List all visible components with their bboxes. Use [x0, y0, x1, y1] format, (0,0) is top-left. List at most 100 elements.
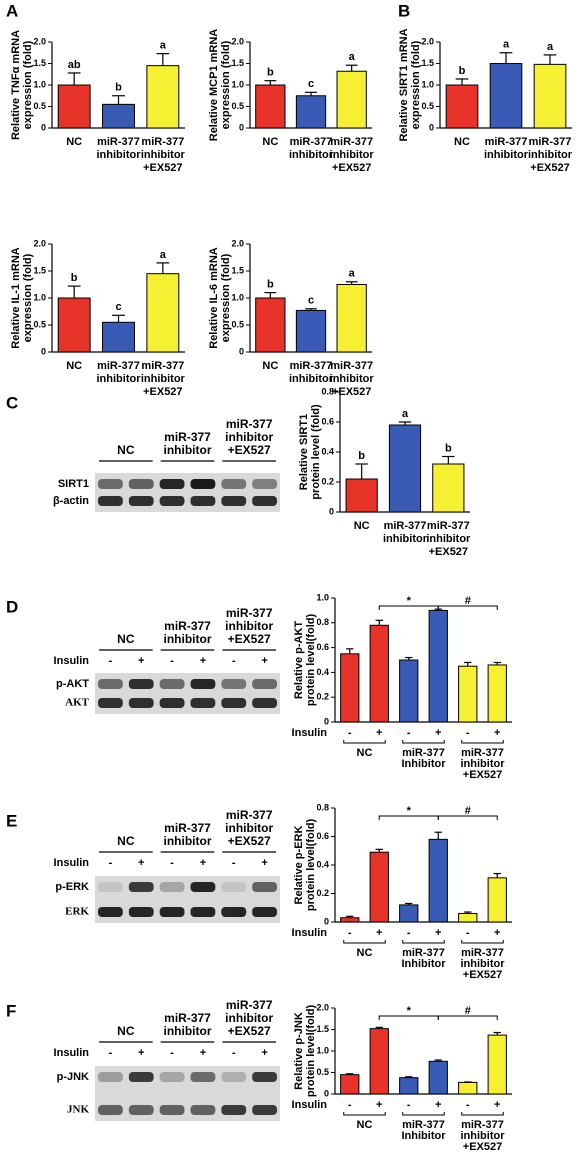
- x-tick-label: -: [407, 727, 411, 739]
- blot-band: [98, 679, 123, 689]
- insulin-sign: +: [138, 857, 144, 869]
- significance-letter: b: [459, 65, 466, 77]
- x-tick-label: -: [407, 927, 411, 939]
- group-label: NC: [357, 947, 373, 959]
- blot-row-label: SIRT1: [58, 478, 89, 490]
- significance-letter: a: [547, 41, 554, 53]
- group-label: miR-377: [461, 947, 504, 959]
- x-tick-label: NC: [354, 520, 370, 532]
- y-axis-label: Relative p-ERK: [293, 826, 305, 905]
- x-tick-label: -: [348, 1099, 352, 1111]
- y-tick-label: 0: [329, 506, 334, 516]
- group-label: +EX527: [463, 1141, 502, 1152]
- blot-group-label: inhibitor: [225, 1011, 273, 1025]
- y-tick-label: 1.0: [316, 592, 329, 602]
- blot-group-label: inhibitor: [164, 443, 212, 457]
- blot-group-label: +EX527: [228, 1024, 271, 1038]
- bar: [432, 463, 465, 513]
- blot-row-label: ERK: [65, 906, 89, 918]
- blot-band: [128, 1072, 154, 1082]
- blot-group-label: miR-377: [164, 1011, 211, 1025]
- significance-mark: #: [465, 805, 471, 817]
- x-tick-label: -: [407, 1099, 411, 1111]
- significance-mark: *: [407, 595, 412, 607]
- group-bracket: [461, 940, 504, 944]
- y-tick-label: 0: [239, 122, 244, 132]
- bar: [399, 1077, 419, 1095]
- bar: [255, 84, 286, 129]
- blot-band: [221, 679, 247, 689]
- blot-band: [252, 1105, 277, 1115]
- x-tick-label: -: [466, 727, 470, 739]
- insulin-sign: +: [200, 1047, 206, 1059]
- bar: [340, 653, 360, 723]
- bar: [336, 70, 367, 129]
- significance-letter: ab: [68, 59, 81, 71]
- insulin-sign: -: [170, 857, 174, 869]
- blot-band: [98, 1105, 123, 1115]
- group-bracket: [461, 740, 504, 744]
- blot-band: [190, 907, 216, 917]
- blot-band: [98, 698, 123, 708]
- blot-band: [190, 496, 216, 506]
- blot-membrane: [95, 1066, 280, 1121]
- blot-band: [190, 1072, 216, 1082]
- y-tick-label: 0: [429, 122, 434, 132]
- x-tick-label: NC: [454, 136, 470, 148]
- insulin-sign: -: [170, 1047, 174, 1059]
- x-tick-label: miR-377: [141, 136, 184, 148]
- group-bracket: [402, 940, 445, 944]
- bar: [102, 103, 135, 129]
- bar: [428, 838, 448, 923]
- bar: [295, 309, 327, 353]
- group-label: +EX527: [463, 969, 502, 981]
- y-axis-label: expression (fold): [22, 253, 34, 342]
- x-tick-label: miR-377: [529, 136, 572, 148]
- y-tick-label: 0.5: [33, 101, 46, 111]
- y-axis-label: Relative SIRT1: [298, 414, 310, 490]
- blot-group-label: inhibitor: [164, 834, 212, 848]
- y-tick-label: 2.0: [421, 36, 434, 46]
- x-tick-label: miR-377: [290, 136, 333, 148]
- blot-group-label: miR-377: [226, 417, 273, 431]
- y-axis-label: Relative MCP1 mRNA: [208, 29, 220, 142]
- x-tick-label: miR-377: [330, 360, 373, 372]
- blot-band: [98, 479, 123, 489]
- x-tick-label: inhibitor: [383, 533, 428, 545]
- blot-band: [159, 679, 185, 689]
- panel-label: F: [6, 1001, 16, 1020]
- blot-row-label: p-ERK: [55, 881, 89, 893]
- blot-membrane: [95, 673, 280, 714]
- x-tick-label: inhibitor: [141, 149, 186, 161]
- x-tick-label: miR-377: [330, 136, 373, 148]
- blot-band: [190, 882, 216, 892]
- x-tick-label: miR-377: [141, 360, 184, 372]
- bar: [369, 851, 389, 923]
- x-tick-label: inhibitor: [330, 149, 375, 161]
- blot-row-label: p-AKT: [56, 678, 89, 690]
- insulin-sign: -: [109, 655, 113, 667]
- insulin-label: Insulin: [54, 857, 90, 869]
- x-tick-label: inhibitor: [289, 373, 334, 385]
- group-label: NC: [357, 747, 373, 759]
- y-tick-label: 1.0: [33, 292, 46, 302]
- x-tick-label: miR-377: [384, 520, 427, 532]
- x-tick-label: +EX527: [530, 162, 569, 174]
- blot-band: [221, 698, 247, 708]
- insulin-sign: -: [232, 1047, 236, 1059]
- blot-group-label: inhibitor: [164, 1024, 212, 1038]
- significance-letter: c: [308, 295, 314, 307]
- y-tick-label: 0.8: [316, 617, 329, 627]
- blot-band: [221, 1105, 247, 1115]
- x-tick-label: +: [376, 1099, 382, 1111]
- blot-band: [128, 1105, 154, 1115]
- blot-row-label: p-JNK: [57, 1071, 89, 1083]
- x-tick-label: +: [376, 727, 382, 739]
- y-tick-label: 1.5: [316, 1024, 329, 1034]
- y-tick-label: 0.8: [316, 802, 329, 812]
- bar: [428, 1060, 448, 1095]
- group-bracket: [343, 940, 386, 944]
- bar: [458, 665, 478, 723]
- bar: [255, 297, 286, 353]
- y-tick-label: 0.4: [316, 859, 329, 869]
